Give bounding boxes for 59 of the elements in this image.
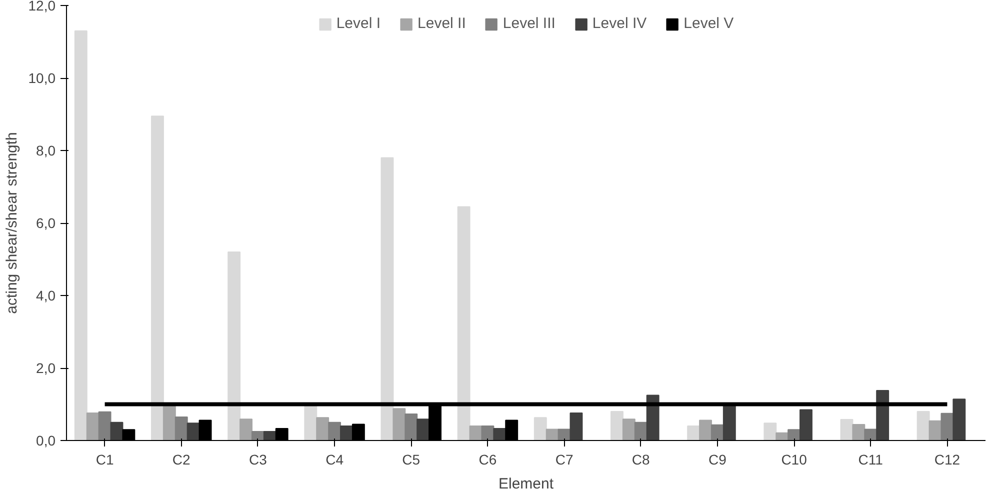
x-tick-label: C11 bbox=[858, 452, 884, 468]
bar bbox=[98, 411, 112, 440]
bar bbox=[570, 412, 583, 440]
y-tick-label: 6,0 bbox=[36, 215, 56, 231]
y-tick-label: 12,0 bbox=[28, 0, 56, 14]
y-tick-label: 0,0 bbox=[36, 432, 56, 448]
bar bbox=[876, 390, 890, 440]
bar bbox=[534, 417, 547, 440]
y-tick-label: 10,0 bbox=[28, 70, 56, 86]
x-tick-label: C7 bbox=[555, 452, 574, 468]
bar bbox=[457, 206, 470, 440]
bar bbox=[151, 116, 164, 440]
bar bbox=[340, 426, 353, 440]
bar bbox=[404, 414, 418, 440]
x-tick-label: C10 bbox=[781, 452, 808, 468]
legend-label: Level II bbox=[418, 15, 466, 32]
bar bbox=[800, 409, 812, 440]
bar bbox=[86, 412, 100, 440]
y-tick-label: 8,0 bbox=[36, 142, 56, 158]
bar bbox=[493, 428, 506, 440]
legend-label: Level V bbox=[684, 15, 734, 32]
bar bbox=[416, 418, 430, 440]
bar bbox=[228, 252, 241, 440]
bar bbox=[687, 426, 700, 440]
x-tick-label: C12 bbox=[934, 452, 960, 468]
y-tick-label: 4,0 bbox=[36, 288, 56, 304]
legend-label: Level IV bbox=[592, 15, 647, 32]
x-tick-label: C5 bbox=[402, 452, 420, 468]
y-axis-title: acting shear/shear strength bbox=[3, 132, 20, 314]
x-tick-label: C8 bbox=[632, 452, 650, 468]
legend-label: Level I bbox=[336, 15, 381, 32]
bar bbox=[952, 398, 966, 440]
bar bbox=[764, 422, 777, 440]
bar bbox=[380, 157, 394, 440]
x-tick-label: C2 bbox=[172, 452, 191, 468]
bar bbox=[610, 411, 624, 440]
bar bbox=[852, 424, 866, 440]
bar bbox=[622, 418, 636, 440]
y-tick-label: 2,0 bbox=[36, 360, 56, 376]
x-tick-label: C4 bbox=[326, 452, 344, 468]
bar bbox=[481, 426, 494, 440]
bar bbox=[304, 406, 318, 440]
x-tick-label: C3 bbox=[249, 452, 268, 468]
x-axis-title: Element bbox=[498, 476, 554, 492]
x-tick-label: C9 bbox=[708, 452, 727, 468]
x-tick-label: C1 bbox=[96, 452, 114, 468]
bar bbox=[699, 420, 712, 440]
bar bbox=[162, 406, 176, 440]
x-tick-label: C6 bbox=[478, 452, 497, 468]
bar bbox=[316, 417, 330, 440]
bar bbox=[392, 408, 406, 440]
bar bbox=[916, 411, 930, 440]
bar bbox=[174, 416, 188, 440]
legend-label: Level III bbox=[502, 15, 556, 32]
bar bbox=[940, 412, 954, 440]
bar bbox=[240, 418, 252, 440]
bar bbox=[186, 422, 200, 440]
bar bbox=[328, 422, 342, 440]
bar bbox=[74, 30, 88, 440]
